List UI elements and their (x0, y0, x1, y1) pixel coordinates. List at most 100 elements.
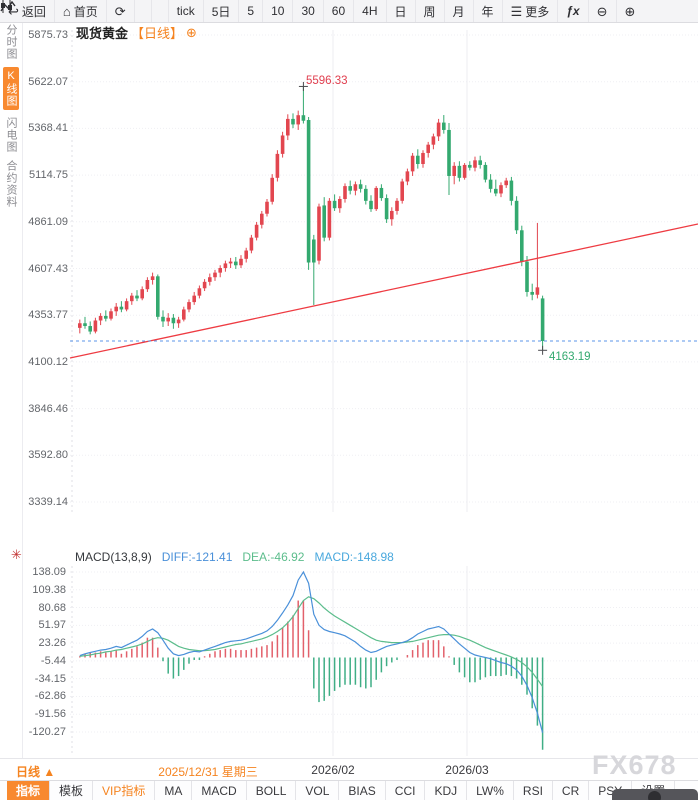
dea-line (79, 596, 544, 687)
macd-hist-value: MACD:-148.98 (314, 550, 394, 564)
price-tick: 5622.07 (28, 75, 68, 88)
more-button[interactable]: ☰ 更多 (503, 0, 559, 22)
sidebar-item-1[interactable]: K线图 (3, 67, 19, 110)
period-month[interactable]: 月 (445, 0, 474, 22)
price-tick: 4861.09 (28, 215, 68, 228)
tab-RSI[interactable]: RSI (514, 781, 553, 800)
macd-tick: -120.27 (28, 726, 66, 739)
price-tick: 4607.43 (28, 262, 68, 275)
period-week-label: 周 (423, 4, 436, 19)
macd-tick: 51.97 (38, 619, 66, 632)
period-tick[interactable]: tick (169, 0, 204, 22)
sidebar-item-0[interactable]: 分时图 (5, 24, 17, 60)
macd-tick: 138.09 (32, 566, 66, 578)
refresh-button[interactable]: ⟳ (107, 0, 135, 22)
chart-type-sidebar: 分时图 K线图闪电图合约资料 (0, 24, 22, 215)
macd-histogram (79, 600, 544, 750)
tab-VIP指标[interactable]: VIP指标 (93, 781, 156, 800)
period-week[interactable]: 周 (416, 0, 445, 22)
tab-指标[interactable]: 指标 (7, 781, 51, 800)
tab-LW%[interactable]: LW% (467, 781, 514, 800)
macd-tick: -5.44 (40, 654, 66, 667)
period-month-label: 月 (452, 4, 465, 19)
current-period-badge[interactable]: 日线 ▲ (16, 763, 55, 780)
period-10m[interactable]: 10 (263, 0, 294, 22)
formula-button[interactable]: ƒx (558, 0, 589, 22)
macd-dea-value: DEA:-46.92 (242, 550, 305, 564)
line-chart-button[interactable] (0, 0, 152, 22)
tab-CCI[interactable]: CCI (386, 781, 426, 800)
tab-模板[interactable]: 模板 (50, 781, 94, 800)
zoom-out-button[interactable]: ⊖ (589, 0, 617, 22)
candle-chart-button[interactable] (1, 0, 169, 22)
macd-tick: 23.26 (38, 637, 66, 650)
period-5d-label: 5日 (211, 4, 231, 19)
macd-tick: 109.38 (32, 583, 66, 596)
low-annotation: 4163.19 (549, 351, 591, 363)
period-5d[interactable]: 5日 (204, 0, 240, 22)
sidebar-item-3[interactable]: 合约资料 (5, 160, 17, 208)
zoom-in-icon: ⊕ (624, 3, 636, 19)
home-icon: ⌂ (62, 3, 71, 19)
watermark: FX678 (592, 750, 677, 780)
period-4h[interactable]: 4H (354, 0, 387, 22)
trend-line[interactable] (69, 223, 698, 359)
macd-title: MACD(13,8,9) (75, 550, 152, 564)
macd-header: MACD(13,8,9) DIFF:-121.41 DEA:-46.92 MAC… (75, 550, 394, 564)
period-4h-label: 4H (362, 4, 378, 18)
diff-line (79, 570, 544, 733)
add-overlay-icon[interactable]: ⊕ (186, 24, 197, 40)
period-year-label: 年 (481, 4, 494, 19)
tab-MA[interactable]: MA (155, 781, 193, 800)
back-icon: ↩ (8, 3, 19, 19)
extreme-markers (298, 81, 548, 355)
tab-BIAS[interactable]: BIAS (339, 781, 386, 800)
period-year[interactable]: 年 (474, 0, 503, 22)
chart-title: 现货黄金 【日线】 ⊕ (76, 23, 197, 42)
tab-CR[interactable]: CR (553, 781, 590, 800)
sidebar-item-2[interactable]: 闪电图 (5, 117, 17, 153)
x-axis-month-1: 2026/02 (311, 763, 355, 777)
period-day-label: 日 (394, 4, 407, 19)
price-tick: 3846.46 (28, 402, 68, 415)
period-day[interactable]: 日 (387, 0, 416, 22)
gridlines (70, 30, 698, 756)
tab-MACD[interactable]: MACD (192, 781, 247, 800)
tab-BOLL[interactable]: BOLL (247, 781, 297, 800)
macd-tick: 80.68 (38, 601, 66, 614)
instrument-name: 现货黄金 (76, 26, 129, 41)
refresh-icon: ⟳ (114, 3, 126, 19)
high-annotation: 5596.33 (306, 75, 348, 87)
fx-icon: ƒx (566, 4, 580, 18)
home-label: 首页 (73, 4, 98, 19)
period-30m[interactable]: 30 (293, 0, 324, 22)
period-60m[interactable]: 60 (324, 0, 355, 22)
period-label: 【日线】 (131, 26, 184, 41)
up-triangle-icon: ▲ (43, 765, 56, 779)
back-button[interactable]: ↩ 返回 (0, 0, 55, 22)
price-tick: 3339.14 (28, 496, 68, 508)
price-tick: 5114.75 (29, 169, 68, 182)
period-5m[interactable]: 5 (239, 0, 264, 22)
back-label: 返回 (21, 4, 46, 19)
tab-VOL[interactable]: VOL (296, 781, 340, 800)
macd-tick: -34.15 (34, 672, 66, 685)
indicator-tab-bar: 指标 模板 VIP指标 MA MACD BOLL VOL BIAS CCI KDJ LW% RSI CR… (0, 780, 698, 800)
price-tick: 4353.77 (28, 309, 68, 322)
period-30m-label: 30 (301, 4, 315, 18)
tab-KDJ[interactable]: KDJ (425, 781, 468, 800)
macd-tick: -91.56 (34, 708, 66, 721)
floating-widget[interactable] (612, 789, 698, 800)
period-60m-label: 60 (331, 4, 346, 18)
indicator-settings-icon[interactable]: ✳ (11, 547, 22, 562)
period-5m-label: 5 (247, 4, 255, 18)
price-tick: 5368.41 (28, 122, 68, 135)
home-button[interactable]: ⌂ 首页 (55, 0, 107, 22)
price-tick: 5875.73 (28, 29, 68, 41)
period-10m-label: 10 (271, 4, 285, 18)
floating-widget-knob[interactable] (648, 791, 661, 800)
zoom-out-icon: ⊖ (596, 3, 608, 19)
zoom-in-button[interactable]: ⊕ (617, 0, 644, 22)
